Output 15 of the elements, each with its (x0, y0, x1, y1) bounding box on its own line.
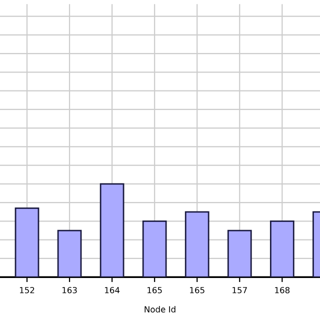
x-tick-label: 163 (62, 286, 77, 294)
x-tick-label: 168 (275, 286, 290, 294)
bar (270, 220, 294, 278)
bar (100, 183, 124, 278)
x-tick-label: 165 (190, 286, 204, 294)
bar (57, 230, 82, 278)
bar (227, 230, 252, 278)
x-tick-label: 164 (105, 286, 120, 294)
x-tick-label: 157 (232, 287, 247, 294)
bar (14, 207, 40, 278)
bar (142, 220, 167, 278)
x-tick-label: 165 (148, 286, 162, 294)
x-tick-label: 152 (20, 286, 34, 294)
x-axis-title: Node Id (144, 306, 176, 312)
bar (184, 211, 210, 278)
